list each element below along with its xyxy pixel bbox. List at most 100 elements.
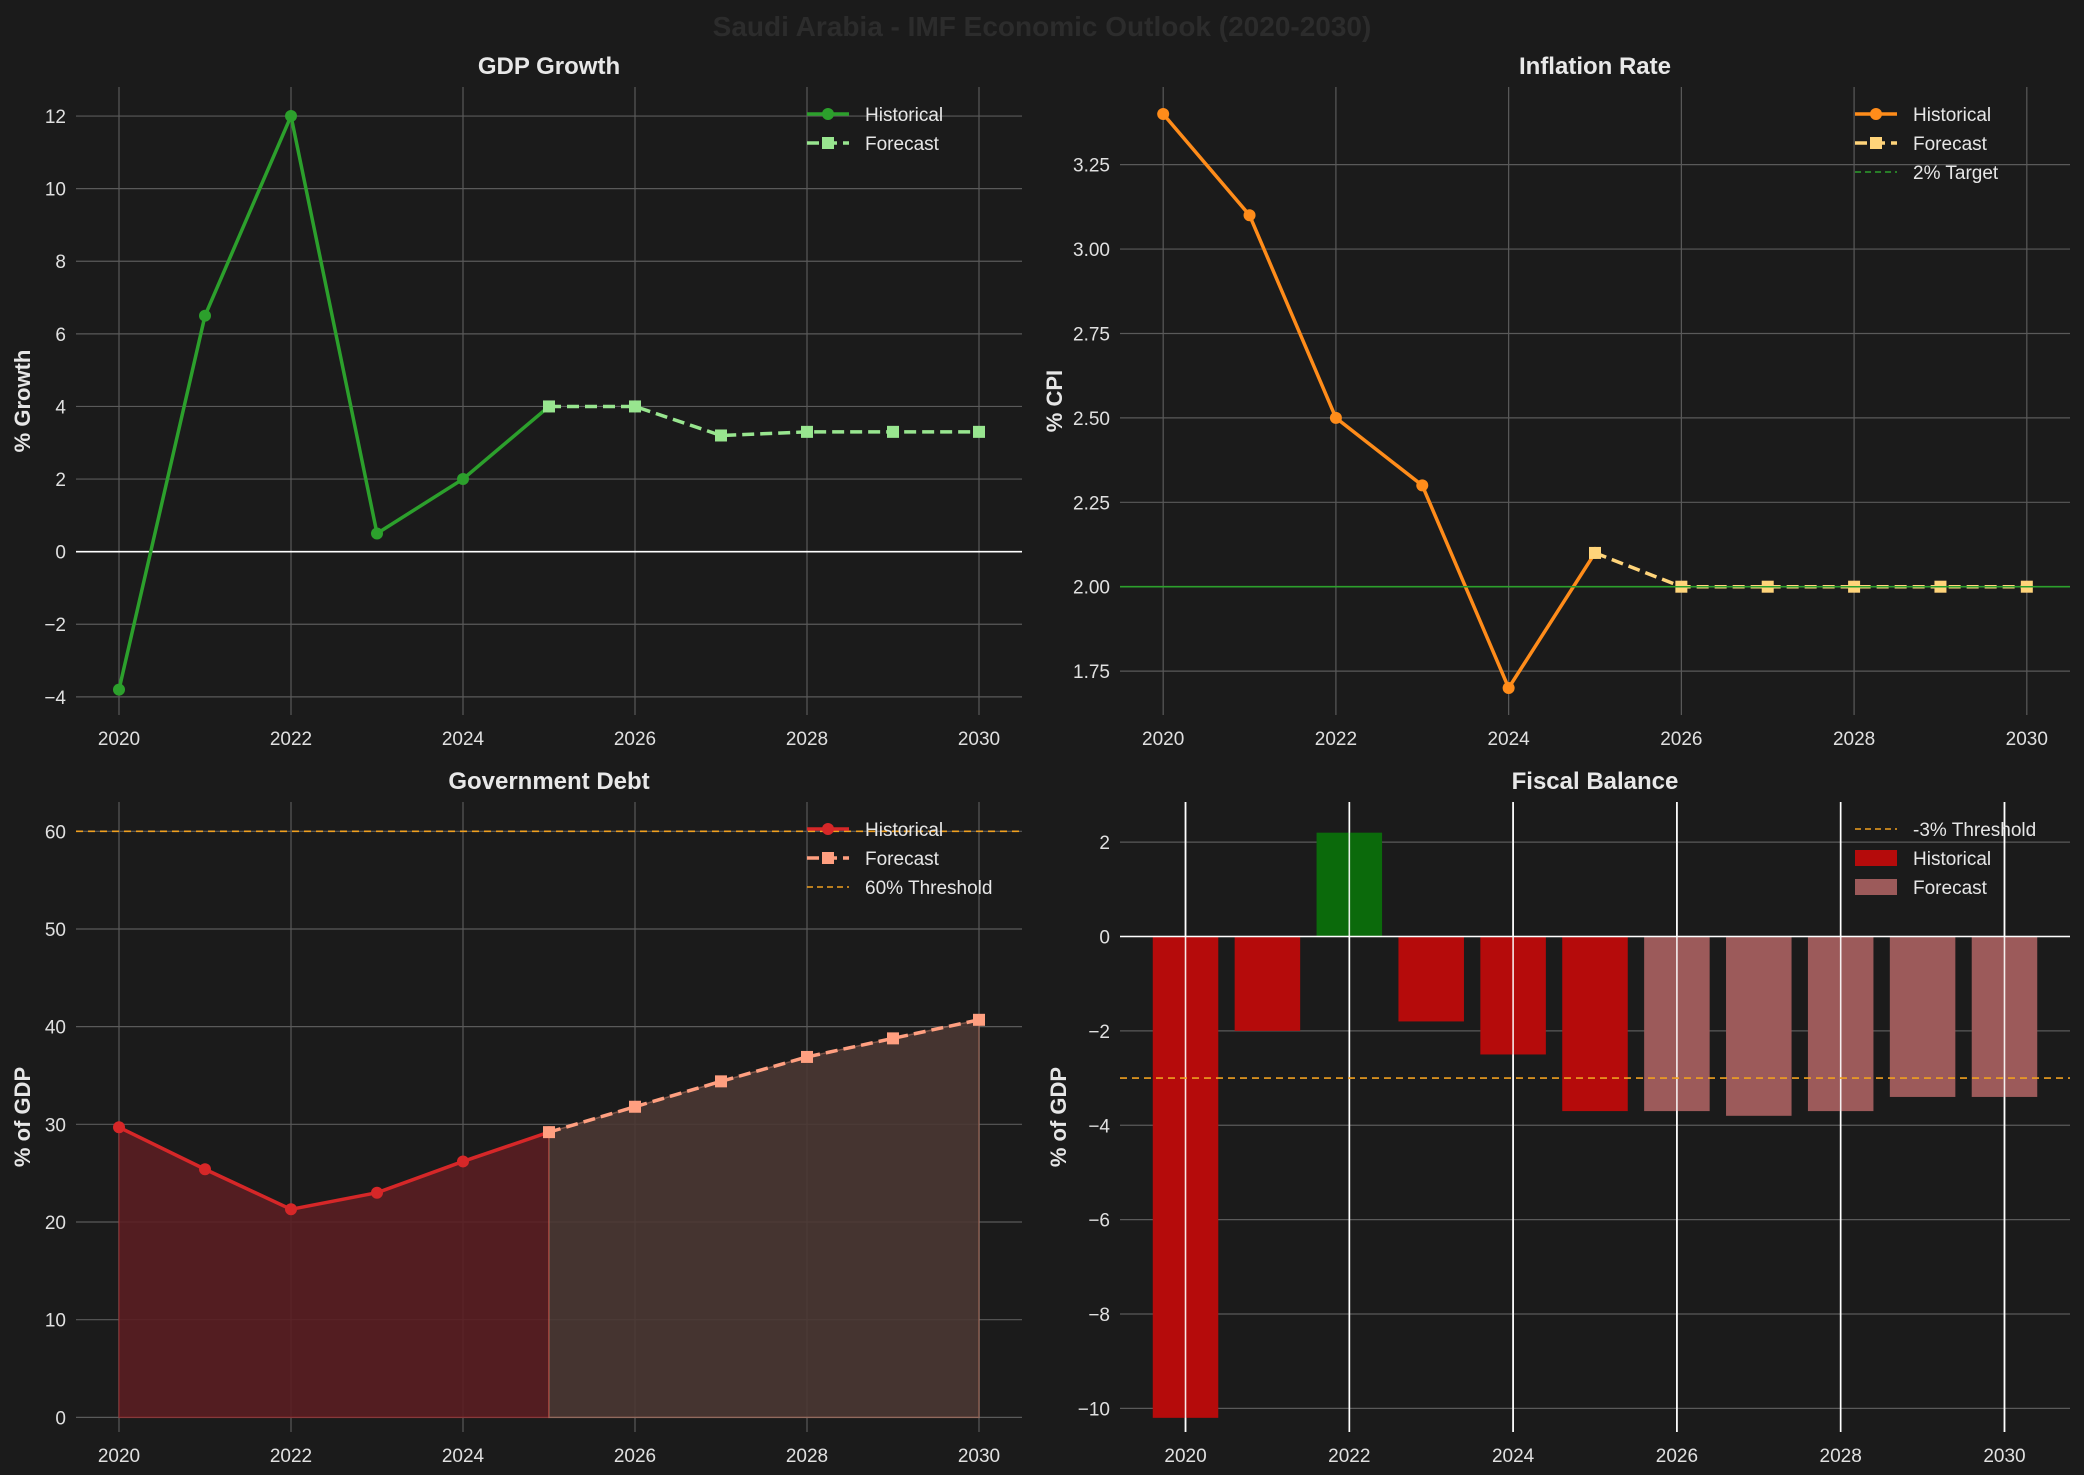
inflation-y-axis-label: % CPI <box>1042 370 1067 432</box>
inflation-historical-point <box>1243 209 1256 222</box>
fiscal-title: Fiscal Balance <box>1512 768 1679 795</box>
debt-legend-label: Forecast <box>865 849 940 870</box>
inflation-historical-point <box>1157 108 1170 121</box>
fiscal-y-tick-label: 2 <box>1099 833 1110 854</box>
inflation-rate-panel: Inflation Rate % CPI 1.75 2.00 2.25 2.50 2.75 3… <box>1042 53 2070 750</box>
fiscal-x-tick-label: 2030 <box>1983 1446 2025 1467</box>
gdp-title: GDP Growth <box>478 53 620 80</box>
inflation-y-tick-label: 2.75 <box>1073 324 1110 345</box>
fiscal-legend-handle <box>1855 850 1897 866</box>
fiscal-bar-2021 <box>1234 936 1301 1031</box>
figure-title: Saudi Arabia - IMF Economic Outlook (202… <box>713 11 1372 42</box>
fiscal-x-tick-label: 2026 <box>1656 1446 1698 1467</box>
fiscal-bar-2025 <box>1562 936 1628 1112</box>
gdp-y-tick-label: −2 <box>44 615 66 636</box>
debt-legend-label: 60% Threshold <box>865 878 992 899</box>
inflation-title: Inflation Rate <box>1519 53 1671 80</box>
inflation-legend-label: Forecast <box>1913 134 1988 155</box>
inflation-legend-label: Historical <box>1913 105 1991 126</box>
gdp-y-tick-label: 2 <box>55 470 66 491</box>
fiscal-bar-2027 <box>1726 936 1792 1116</box>
fiscal-legend-handle <box>1855 879 1897 895</box>
gdp-y-tick-label: 8 <box>55 252 66 273</box>
debt-historical-point <box>285 1203 297 1216</box>
inflation-historical-point <box>1416 479 1429 492</box>
debt-legend-marker <box>822 852 834 864</box>
fiscal-bar-2023 <box>1398 936 1464 1022</box>
gdp-x-tick-label: 2024 <box>442 729 485 750</box>
inflation-y-tick-label: 3.25 <box>1073 156 1110 177</box>
fiscal-y-tick-label: −10 <box>1078 1399 1110 1420</box>
debt-y-tick-label: 20 <box>45 1213 66 1234</box>
gdp-forecast-point <box>801 425 813 438</box>
fiscal-y-tick-label: −4 <box>1088 1116 1110 1137</box>
debt-y-tick-label: 60 <box>45 822 66 843</box>
inflation-x-tick-label: 2026 <box>1660 729 1702 750</box>
gdp-forecast-point <box>973 425 985 438</box>
debt-legend: Historical Forecast 60% Threshold <box>807 820 992 899</box>
debt-legend-marker <box>822 823 834 835</box>
fiscal-y-axis-label: % of GDP <box>1046 1067 1071 1167</box>
fiscal-x-tick-label: 2024 <box>1492 1446 1535 1467</box>
inflation-legend-label: 2% Target <box>1913 163 1999 184</box>
gdp-y-tick-label: 4 <box>55 397 66 418</box>
inflation-legend-marker <box>1870 137 1882 149</box>
gdp-y-tick-label: 0 <box>55 543 66 564</box>
debt-historical-point <box>199 1163 211 1176</box>
gdp-historical-point <box>113 683 125 696</box>
fiscal-y-tick-label: 0 <box>1099 927 1110 948</box>
fiscal-bar-2029 <box>1889 936 1956 1097</box>
debt-y-tick-label: 10 <box>45 1311 66 1332</box>
gdp-forecast-point <box>543 400 555 413</box>
debt-forecast-point <box>715 1075 727 1088</box>
debt-x-tick-label: 2024 <box>442 1446 485 1467</box>
debt-historical-point <box>457 1155 469 1168</box>
fiscal-y-tick-label: −6 <box>1088 1211 1110 1232</box>
inflation-forecast-point <box>1589 546 1601 559</box>
gdp-growth-panel: GDP Growth % Growth −4 −2 0 2 4 6 8 10 12 2020 2022 2… <box>10 53 1022 750</box>
gdp-y-axis-label: % Growth <box>10 350 35 453</box>
gdp-x-tick-label: 2020 <box>98 729 140 750</box>
gdp-forecast-line <box>549 404 979 438</box>
gdp-historical-line <box>117 114 551 690</box>
debt-y-tick-label: 30 <box>45 1115 66 1136</box>
inflation-historical-point <box>1502 681 1515 694</box>
debt-y-tick-label: 50 <box>45 920 66 941</box>
debt-x-tick-label: 2030 <box>958 1446 1000 1467</box>
inflation-y-tick-label: 2.50 <box>1073 409 1110 430</box>
debt-legend-label: Historical <box>865 820 943 841</box>
gdp-legend-label: Forecast <box>865 134 940 155</box>
debt-forecast-point <box>629 1100 641 1113</box>
fiscal-legend-label: Forecast <box>1913 878 1988 899</box>
debt-x-tick-label: 2026 <box>614 1446 656 1467</box>
gdp-legend-marker <box>822 108 834 120</box>
debt-x-tick-label: 2020 <box>98 1446 140 1467</box>
inflation-y-tick-label: 1.75 <box>1073 662 1110 683</box>
gdp-y-tick-label: 12 <box>45 107 66 128</box>
inflation-legend-marker <box>1870 108 1882 120</box>
fiscal-legend: -3% Threshold Historical Forecast <box>1855 820 2036 899</box>
debt-y-axis-label: % of GDP <box>10 1067 35 1167</box>
government-debt-panel: Government Debt% of GDP01020304050602020… <box>10 768 1022 1467</box>
debt-title: Government Debt <box>448 768 649 795</box>
gdp-forecast-point <box>715 429 727 442</box>
debt-historical-point <box>113 1121 125 1134</box>
debt-y-tick-label: 0 <box>55 1408 66 1429</box>
gdp-historical-point <box>285 110 297 123</box>
debt-x-tick-label: 2022 <box>270 1446 312 1467</box>
inflation-legend: Historical Forecast 2% Target <box>1855 105 1999 184</box>
gdp-y-tick-label: 10 <box>45 180 66 201</box>
inflation-x-tick-label: 2030 <box>2006 729 2048 750</box>
gdp-x-tick-label: 2028 <box>786 729 828 750</box>
fiscal-x-tick-label: 2020 <box>1164 1446 1206 1467</box>
fiscal-legend-label: -3% Threshold <box>1913 820 2036 841</box>
gdp-y-tick-label: −4 <box>44 688 66 709</box>
gdp-legend: Historical Forecast <box>807 105 943 155</box>
fiscal-y-tick-label: −8 <box>1088 1305 1110 1326</box>
gdp-x-tick-label: 2030 <box>958 729 1000 750</box>
fiscal-legend-label: Historical <box>1913 849 1991 870</box>
gdp-y-tick-label: 6 <box>55 325 66 346</box>
inflation-y-tick-label: 2.25 <box>1073 493 1110 514</box>
inflation-historical-point <box>1329 411 1342 424</box>
